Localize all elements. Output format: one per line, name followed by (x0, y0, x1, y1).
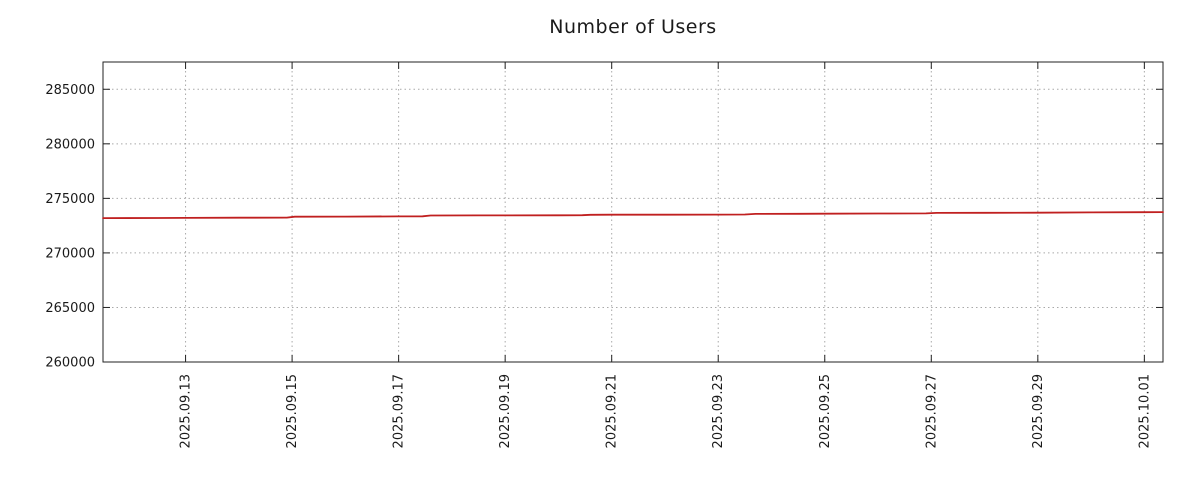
x-tick-label: 2025.09.27 (924, 374, 939, 448)
x-tick-label: 2025.09.15 (285, 374, 300, 448)
x-tick-label: 2025.09.21 (605, 374, 620, 448)
x-tick-label: 2025.09.23 (711, 374, 726, 448)
x-tick-label: 2025.09.17 (392, 374, 407, 448)
x-tick-label: 2025.09.25 (818, 374, 833, 448)
y-tick-label: 275000 (45, 192, 95, 207)
y-tick-label: 285000 (45, 83, 95, 98)
x-tick-label: 2025.09.29 (1031, 374, 1046, 448)
chart-title: Number of Users (549, 16, 717, 38)
x-tick-label: 2025.10.01 (1137, 374, 1152, 448)
y-tick-label: 280000 (45, 137, 95, 152)
x-tick-label: 2025.09.19 (498, 374, 513, 448)
x-tick-label: 2025.09.13 (179, 374, 194, 448)
y-tick-label: 265000 (45, 301, 95, 316)
y-tick-label: 260000 (45, 356, 95, 371)
series-line-users (102, 211, 1164, 220)
y-tick-label: 270000 (45, 246, 95, 261)
